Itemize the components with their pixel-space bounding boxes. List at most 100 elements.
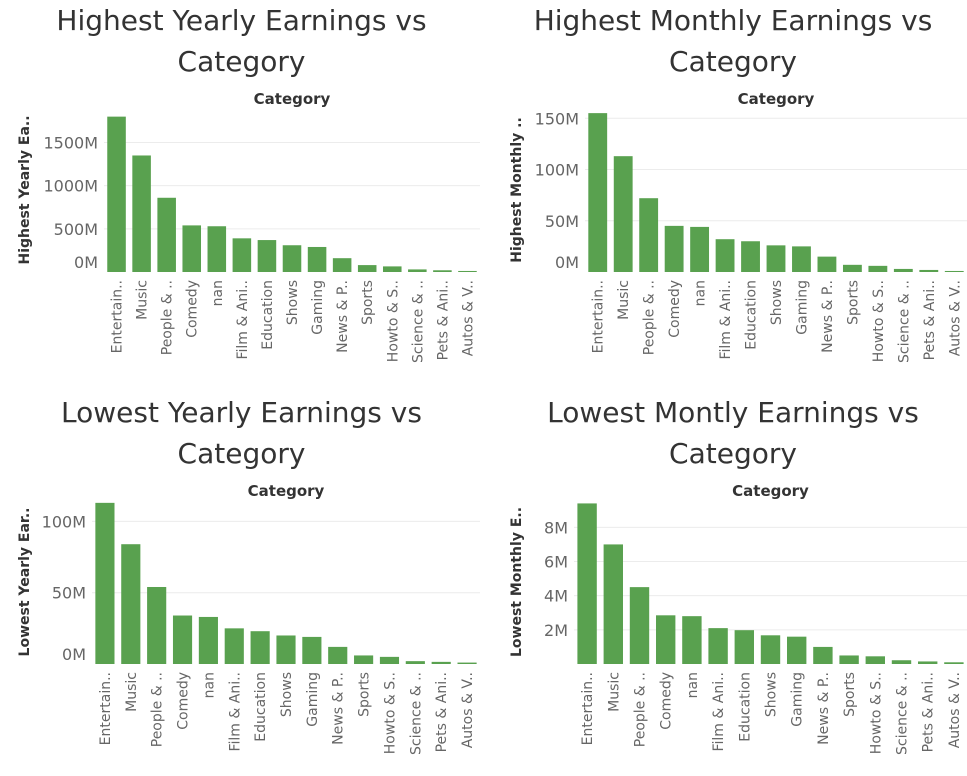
x-tick-label: News & P..	[335, 280, 351, 353]
chart-plot: Category Highest Monthly .. 0M 50M 100M 150M E…	[509, 90, 967, 363]
bar	[813, 646, 833, 664]
bar	[172, 615, 193, 664]
chart-plot: Category Highest Yearly Ea.. 0M 500M 1000M 15…	[17, 90, 480, 363]
bar	[433, 270, 452, 272]
x-tick-label: Autos & V..	[947, 672, 963, 748]
x-tick-label: nan	[693, 280, 709, 306]
bar	[307, 246, 327, 272]
x-tick-label: nan	[210, 280, 226, 306]
y-tick-label: 1000M	[43, 177, 98, 196]
x-tick-label: Shows	[285, 280, 301, 325]
bar	[457, 662, 477, 664]
bar	[232, 238, 252, 272]
bar	[639, 198, 659, 272]
bar	[157, 197, 176, 272]
chart-plot: Category Lowest Yearly Ear.. 0M 50M 100M Ente…	[17, 482, 480, 755]
x-tick-label: Howto & S..	[385, 280, 401, 362]
x-tick-label: Autos & V..	[460, 672, 476, 748]
x-tick-label: Science & ..	[410, 280, 426, 363]
bar	[224, 628, 244, 664]
x-tick-label: Film & Ani..	[718, 280, 734, 360]
x-tick-label: Science & ..	[408, 672, 424, 755]
x-tick-label: Shows	[764, 672, 780, 717]
bar	[357, 265, 377, 272]
x-tick-label: Howto & S..	[382, 672, 398, 754]
bar	[379, 656, 400, 664]
x-tick-label: Pets & Ani..	[922, 280, 938, 360]
bar	[919, 269, 939, 272]
x-tick-label: Education	[737, 672, 753, 742]
bar	[918, 661, 938, 664]
x-tick-label: Music	[616, 280, 632, 320]
chart-highest-yearly: Highest Yearly Earnings vs Category Cate…	[0, 0, 483, 388]
bar	[613, 156, 633, 272]
bar	[664, 225, 684, 272]
bar	[302, 636, 322, 664]
bar	[354, 655, 374, 664]
bar	[121, 544, 141, 664]
x-tick-label: People & ..	[642, 280, 658, 355]
y-tick-label: 100M	[42, 512, 86, 531]
chart-lowest-yearly: Lowest Yearly Earnings vs Category Categ…	[0, 388, 483, 776]
y-axis-title: Lowest Monthly E..	[509, 507, 525, 657]
x-tick-label: People & ..	[160, 280, 176, 355]
bar	[207, 226, 227, 272]
bar	[944, 662, 964, 664]
x-tick-label: Gaming	[794, 280, 810, 335]
x-tick-label: Gaming	[310, 280, 326, 335]
bar	[257, 240, 277, 272]
y-axis-title: Highest Yearly Ea..	[17, 115, 33, 264]
y-axis-title: Highest Monthly ..	[509, 117, 525, 263]
x-tick-label: Sports	[360, 280, 376, 325]
bar	[328, 646, 348, 664]
bar	[431, 661, 451, 664]
y-tick-label: 4M	[544, 587, 568, 606]
bar	[282, 245, 302, 272]
x-tick-label: Education	[253, 672, 269, 742]
bar	[839, 655, 859, 664]
bar	[588, 113, 608, 272]
column-header: Category	[254, 90, 331, 108]
x-tick-label: Music	[606, 672, 622, 712]
x-tick-label: Autos & V..	[460, 280, 476, 356]
bar	[708, 628, 728, 664]
x-tick-label: Sports	[357, 672, 373, 717]
bar	[405, 661, 425, 664]
x-tick-label: Pets & Ani..	[435, 280, 451, 360]
x-tick-label: nan	[685, 672, 701, 698]
bar	[682, 616, 702, 664]
bar	[408, 269, 427, 272]
x-tick-label: Comedy	[667, 280, 683, 338]
bar	[603, 544, 623, 664]
bar	[382, 266, 402, 272]
bar	[147, 586, 167, 664]
bar	[760, 635, 781, 664]
bar	[865, 656, 885, 664]
x-tick-label: Autos & V..	[947, 280, 963, 356]
bar	[715, 239, 735, 272]
bar	[198, 616, 218, 664]
column-header: Category	[732, 482, 809, 500]
bar	[690, 226, 710, 272]
x-tick-label: Sports	[842, 672, 858, 717]
x-tick-label: Comedy	[185, 280, 201, 338]
x-tick-label: Film & Ani..	[227, 672, 243, 752]
y-tick-label: 50M	[545, 212, 579, 231]
x-tick-label: Gaming	[305, 672, 321, 727]
x-tick-label: Film & Ani..	[711, 672, 727, 752]
x-tick-label: Howto & S..	[868, 672, 884, 754]
chart-lowest-monthly: Lowest Montly Earnings vs Category Categ…	[483, 388, 967, 776]
column-header: Category	[738, 90, 815, 108]
bar	[944, 270, 964, 272]
x-tick-label: Pets & Ani..	[434, 672, 450, 752]
bar	[792, 246, 811, 272]
bar	[891, 660, 912, 664]
bar	[734, 630, 754, 664]
y-tick-label: 500M	[54, 220, 98, 239]
y-tick-label: 50M	[52, 584, 86, 603]
bar	[458, 270, 477, 272]
bar	[656, 615, 676, 664]
x-tick-label: Comedy	[659, 672, 675, 730]
chart-highest-monthly: Highest Monthly Earnings vs Category Cat…	[483, 0, 967, 388]
y-axis-title: Lowest Yearly Ear..	[17, 508, 33, 657]
